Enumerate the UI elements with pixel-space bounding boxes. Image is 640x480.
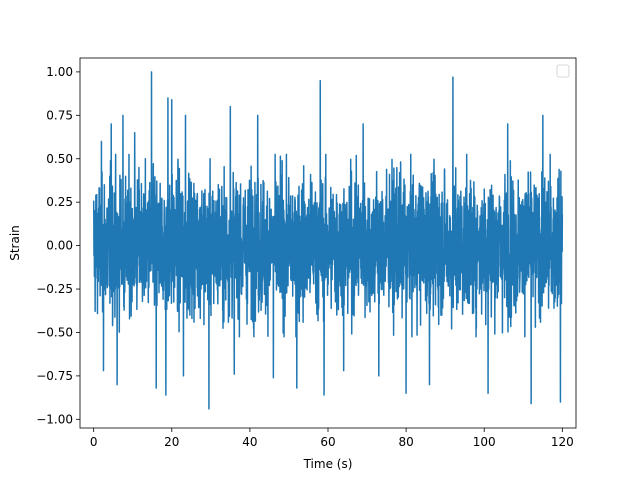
x-axis: 0 20 40 60 80 100 120 — [90, 428, 574, 449]
y-tick-label: −0.25 — [36, 282, 73, 296]
x-tick-label: 40 — [242, 435, 257, 449]
y-tick-label: −1.00 — [36, 412, 73, 426]
series-layer — [92, 71, 564, 410]
y-tick-label: 0.75 — [46, 108, 73, 122]
x-tick-label: 60 — [320, 435, 335, 449]
y-tick-label: 0.50 — [46, 152, 73, 166]
x-tick-label: 0 — [90, 435, 98, 449]
y-tick-label: 0.00 — [46, 239, 73, 253]
x-tick-label: 20 — [164, 435, 179, 449]
y-tick-label: 1.00 — [46, 65, 73, 79]
y-axis: 1.00 0.75 0.50 0.25 0.00 −0.25 −0.50 −0.75 −1.00 — [36, 65, 80, 426]
strain-series-line — [92, 71, 564, 410]
legend — [556, 64, 570, 78]
x-tick-label: 120 — [551, 435, 574, 449]
x-tick-label: 80 — [398, 435, 413, 449]
y-axis-label: Strain — [8, 225, 22, 261]
x-axis-label: Time (s) — [303, 457, 353, 471]
y-tick-label: −0.75 — [36, 369, 73, 383]
x-tick-label: 100 — [473, 435, 496, 449]
y-tick-label: 0.25 — [46, 195, 73, 209]
y-tick-label: −0.50 — [36, 325, 73, 339]
